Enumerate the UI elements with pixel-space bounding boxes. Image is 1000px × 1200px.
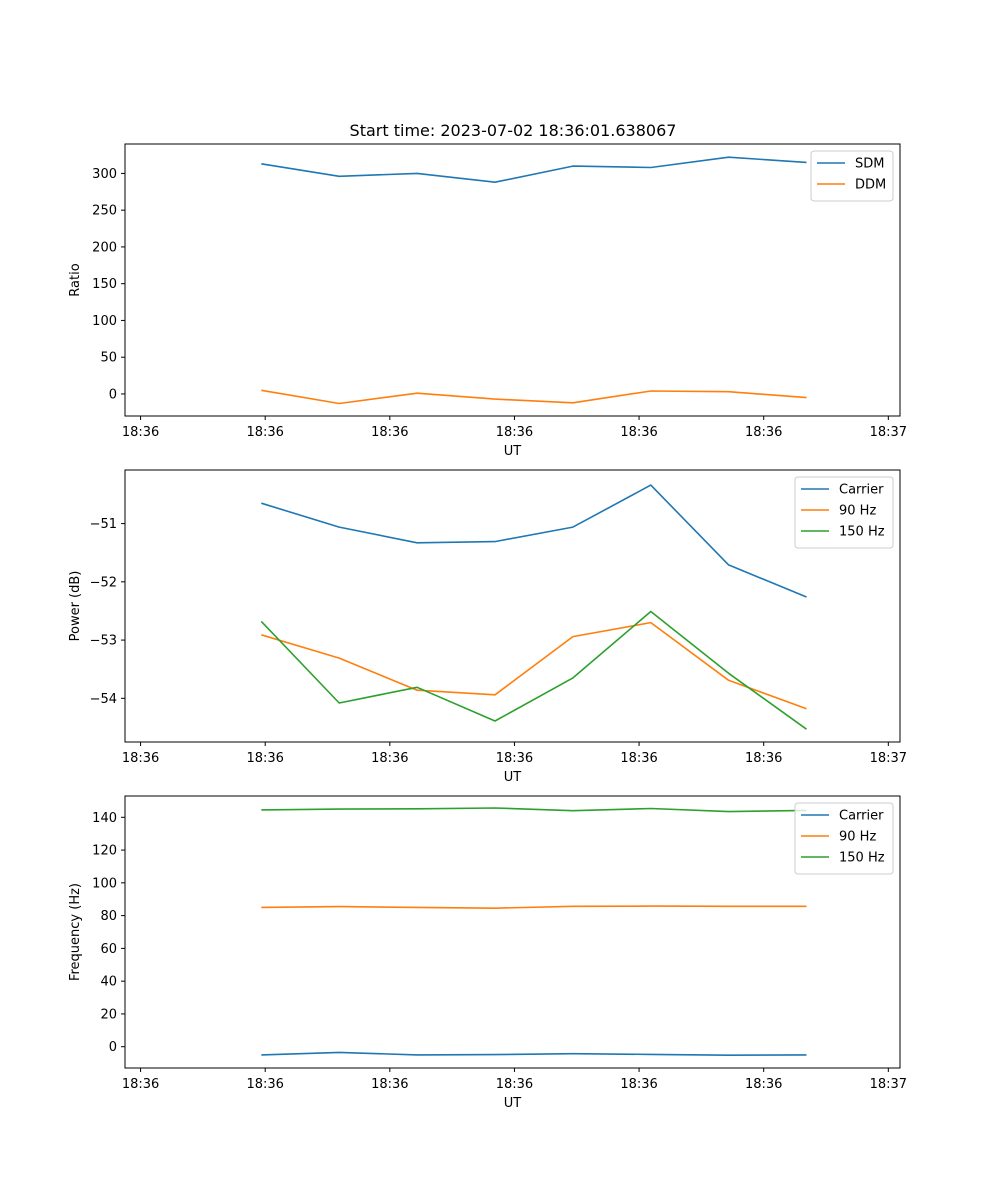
series-line-carrier: [261, 484, 807, 598]
chart-title: Start time: 2023-07-02 18:36:01.638067: [350, 121, 677, 140]
y-tick-label: 200: [92, 240, 117, 255]
legend-label: DDM: [855, 178, 886, 193]
legend-label: 150 Hz: [839, 525, 885, 540]
x-tick-label: 18:36: [620, 425, 657, 440]
x-tick-label: 18:36: [246, 1077, 283, 1092]
y-tick-label: −51: [90, 517, 117, 532]
x-tick-label: 18:36: [122, 425, 159, 440]
y-axis-label: Frequency (Hz): [68, 883, 83, 981]
x-tick-label: 18:36: [246, 751, 283, 766]
axes-frame: [124, 795, 901, 1069]
axes-frame: [124, 469, 901, 743]
y-tick-label: 0: [109, 1040, 117, 1055]
y-tick-label: 100: [92, 314, 117, 329]
x-tick-label: 18:36: [496, 751, 533, 766]
x-tick-label: 18:36: [496, 425, 533, 440]
panel-1: 18:36 18:36 18:36 18:36 18:36 18:36 18:37 0 50 10…: [68, 143, 907, 459]
x-tick-label: 18:36: [371, 425, 408, 440]
x-tick-label: 18:37: [870, 751, 907, 766]
y-tick-label: 150: [92, 277, 117, 292]
panels: 18:36 18:36 18:36 18:36 18:36 18:36 18:37 0 50 10…: [68, 143, 907, 1111]
series-line-90-hz: [261, 621, 807, 710]
series-line-ddm: [261, 389, 807, 405]
x-tick-label: 18:37: [870, 1077, 907, 1092]
axes-frame: [124, 143, 901, 417]
series-line-150-hz: [260, 610, 807, 730]
legend-label: 150 Hz: [839, 851, 885, 866]
legend-label: Carrier: [839, 483, 884, 498]
y-tick-label: 60: [100, 942, 117, 957]
x-tick-label: 18:36: [496, 1077, 533, 1092]
x-tick-label: 18:36: [122, 751, 159, 766]
y-tick-label: 0: [109, 387, 117, 402]
x-tick-label: 18:36: [246, 425, 283, 440]
y-tick-label: 100: [92, 876, 117, 891]
x-axis-label: UT: [504, 1096, 522, 1111]
legend-label: Carrier: [839, 809, 884, 824]
y-tick-label: 140: [92, 811, 117, 826]
y-tick-label: 300: [92, 167, 117, 182]
series-line-90-hz: [261, 905, 807, 910]
y-tick-label: 40: [100, 975, 117, 990]
x-tick-label: 18:36: [620, 751, 657, 766]
y-tick-label: 250: [92, 204, 117, 219]
x-tick-label: 18:36: [745, 751, 782, 766]
x-tick-label: 18:36: [620, 1077, 657, 1092]
x-tick-label: 18:36: [745, 425, 782, 440]
x-tick-label: 18:36: [745, 1077, 782, 1092]
y-tick-label: −53: [90, 634, 117, 649]
series-line-sdm: [261, 156, 807, 183]
y-axis-label: Ratio: [68, 263, 83, 296]
x-axis-label: UT: [504, 444, 522, 459]
x-tick-label: 18:37: [870, 425, 907, 440]
legend-label: SDM: [855, 157, 884, 172]
y-tick-label: −54: [90, 692, 117, 707]
legend-label: 90 Hz: [839, 504, 876, 519]
y-tick-label: 120: [92, 844, 117, 859]
x-tick-label: 18:36: [371, 1077, 408, 1092]
x-axis-label: UT: [504, 770, 522, 785]
x-tick-label: 18:36: [122, 1077, 159, 1092]
series-line-150-hz: [261, 807, 807, 813]
panel-2: 18:36 18:36 18:36 18:36 18:36 18:36 18:37 −54 −5…: [68, 469, 907, 785]
y-tick-label: 80: [100, 909, 117, 924]
x-tick-label: 18:36: [371, 751, 408, 766]
series-line-carrier: [261, 1051, 807, 1056]
y-axis-label: Power (dB): [68, 571, 83, 642]
y-tick-label: 20: [100, 1007, 117, 1022]
y-tick-label: 50: [100, 351, 117, 366]
panel-3: 18:36 18:36 18:36 18:36 18:36 18:36 18:37 0 20 40…: [68, 795, 907, 1111]
y-tick-label: −52: [90, 575, 117, 590]
legend-label: 90 Hz: [839, 830, 876, 845]
